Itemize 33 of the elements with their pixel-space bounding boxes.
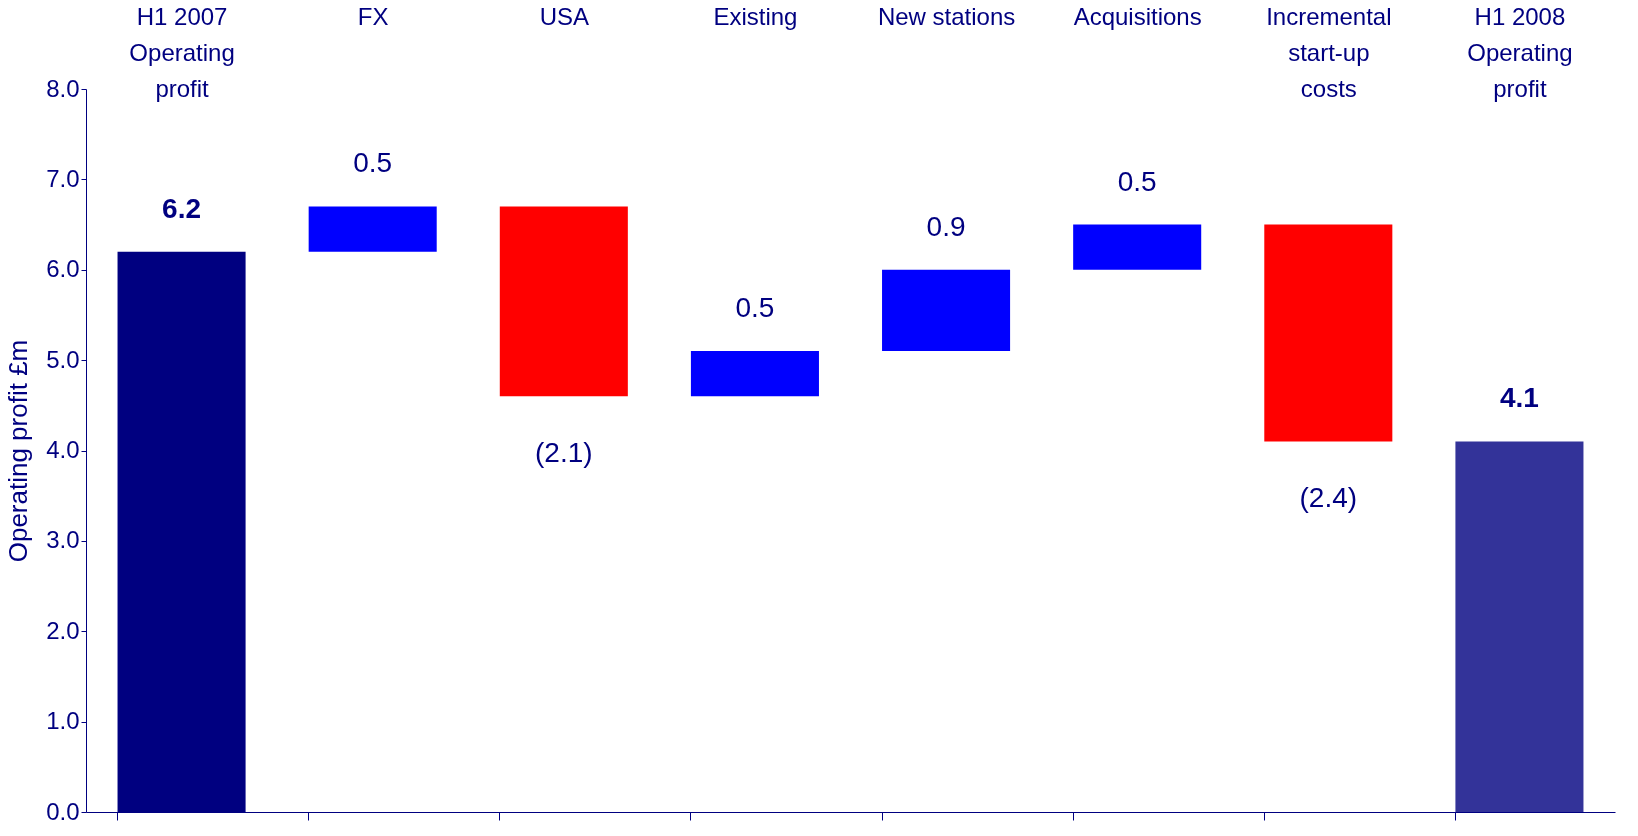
y-tick-label: 2.0 (46, 616, 80, 644)
y-tick-label: 3.0 (46, 526, 80, 554)
y-tick-label: 6.0 (46, 255, 80, 283)
x-tick-label: FX (357, 2, 389, 30)
x-tick-label: Incremental start-up costs (1266, 2, 1392, 102)
x-tick-label: H1 2008 Operating profit (1467, 2, 1573, 102)
x-tick-label: New stations (877, 2, 1016, 30)
y-tick-label: 8.0 (46, 74, 80, 102)
data-label: 0.5 (735, 292, 775, 324)
y-axis-title: Operating profit £m (3, 339, 34, 563)
y-tick-label: 5.0 (46, 345, 80, 373)
data-label: 4.1 (1499, 382, 1539, 414)
bar (499, 206, 628, 397)
y-tick-label: 4.0 (46, 436, 80, 463)
bar (882, 269, 1011, 352)
data-label: (2.4) (1299, 482, 1358, 514)
bar (1073, 224, 1202, 270)
data-label: 6.2 (162, 192, 202, 224)
x-tick-label: USA (539, 2, 589, 30)
x-tick-label: Acquisitions (1073, 2, 1202, 30)
y-tick-label: 1.0 (46, 707, 80, 735)
y-tick-label: 0.0 (46, 797, 80, 825)
x-tick-label: H1 2007 Operating profit (129, 2, 235, 102)
data-label: 0.5 (353, 147, 393, 179)
data-label: 0.9 (926, 210, 966, 242)
bar (308, 206, 437, 252)
y-tick-label: 7.0 (46, 164, 80, 192)
data-label: 0.5 (1117, 165, 1157, 197)
data-label: (2.1) (535, 437, 593, 469)
bar (1264, 224, 1393, 442)
bar (690, 351, 819, 397)
x-tick-label: Existing (713, 2, 798, 30)
bar (1455, 441, 1584, 812)
